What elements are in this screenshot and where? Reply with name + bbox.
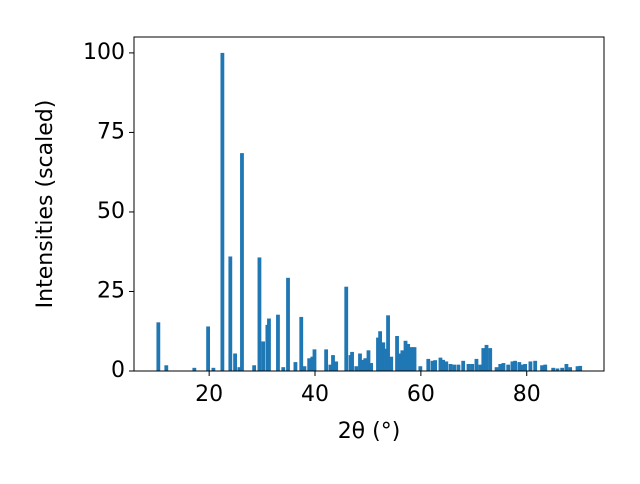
bar xyxy=(206,326,210,371)
bar xyxy=(406,343,411,371)
bar xyxy=(494,367,499,371)
bar xyxy=(257,257,262,371)
bar xyxy=(233,353,237,371)
bar xyxy=(441,359,445,371)
bar xyxy=(334,361,339,371)
bar xyxy=(533,360,538,371)
bar xyxy=(523,364,528,371)
bar xyxy=(568,367,573,371)
bar xyxy=(156,322,161,371)
bar xyxy=(430,360,435,371)
bar xyxy=(578,365,583,371)
bar xyxy=(484,344,489,371)
bar xyxy=(386,315,390,371)
bar xyxy=(403,340,408,371)
bar xyxy=(261,341,266,371)
bar xyxy=(488,348,493,371)
bar xyxy=(286,277,290,371)
bar xyxy=(506,364,511,371)
plot-frame xyxy=(133,36,605,372)
bar xyxy=(363,358,368,371)
bar xyxy=(354,366,359,371)
x-tick-label: 40 xyxy=(301,382,329,407)
x-axis-label: 2θ (°) xyxy=(338,419,401,444)
bar xyxy=(331,355,335,371)
bar xyxy=(501,363,506,371)
bar xyxy=(366,350,371,371)
y-tick-label: 75 xyxy=(97,119,125,144)
bar xyxy=(376,337,380,371)
bar xyxy=(252,365,257,371)
bar xyxy=(409,347,414,371)
bar xyxy=(302,366,307,371)
bar xyxy=(551,367,556,371)
bar xyxy=(418,366,423,371)
bar xyxy=(412,347,417,371)
bar xyxy=(470,364,475,371)
bar xyxy=(228,256,233,371)
bar xyxy=(426,358,431,371)
bar xyxy=(240,153,244,371)
bar xyxy=(528,361,533,371)
bar xyxy=(395,336,399,371)
bar xyxy=(444,361,449,371)
bar xyxy=(389,356,394,371)
bar xyxy=(560,367,565,371)
bar xyxy=(267,318,271,371)
y-axis-label: Intensities (scaled) xyxy=(33,100,58,309)
bar xyxy=(513,360,517,371)
bar xyxy=(293,362,298,371)
bar xyxy=(358,353,362,371)
bar xyxy=(520,364,525,371)
bar xyxy=(400,350,405,371)
bar xyxy=(350,351,354,371)
bar xyxy=(324,349,329,371)
x-tick-label: 60 xyxy=(407,382,435,407)
bar xyxy=(517,362,522,371)
x-tick-label: 80 xyxy=(513,382,541,407)
bar xyxy=(369,363,374,371)
bar xyxy=(381,342,386,371)
bar xyxy=(478,364,483,371)
bar xyxy=(452,364,457,371)
bar xyxy=(383,348,388,371)
bar xyxy=(448,364,453,371)
bar xyxy=(211,367,216,371)
y-tick-label: 25 xyxy=(97,278,125,303)
bar xyxy=(564,364,569,371)
bar xyxy=(344,286,349,371)
bar xyxy=(378,331,383,371)
bar xyxy=(474,358,479,371)
bar xyxy=(164,365,169,371)
x-tick-label: 20 xyxy=(195,382,223,407)
bar xyxy=(433,360,438,371)
y-tick-label: 0 xyxy=(111,358,125,383)
bar xyxy=(328,364,333,371)
bar xyxy=(192,367,197,371)
bar xyxy=(498,364,503,371)
bar xyxy=(310,356,315,371)
bar xyxy=(307,358,312,371)
bar xyxy=(575,366,580,371)
bar xyxy=(276,314,280,371)
bar xyxy=(481,348,486,371)
bar xyxy=(543,364,548,371)
bar xyxy=(237,367,242,371)
y-tick-label: 50 xyxy=(97,199,125,224)
bar xyxy=(540,365,544,371)
bar xyxy=(438,357,443,371)
bar xyxy=(312,349,317,371)
bar xyxy=(510,361,515,371)
bar xyxy=(456,364,461,371)
bar xyxy=(466,364,471,371)
bar xyxy=(299,316,304,371)
bar xyxy=(461,360,466,371)
bar xyxy=(220,52,225,372)
bar xyxy=(555,368,560,371)
bar xyxy=(398,353,403,371)
y-tick-label: 100 xyxy=(83,40,125,65)
bar xyxy=(281,367,286,371)
bar xyxy=(360,359,365,371)
